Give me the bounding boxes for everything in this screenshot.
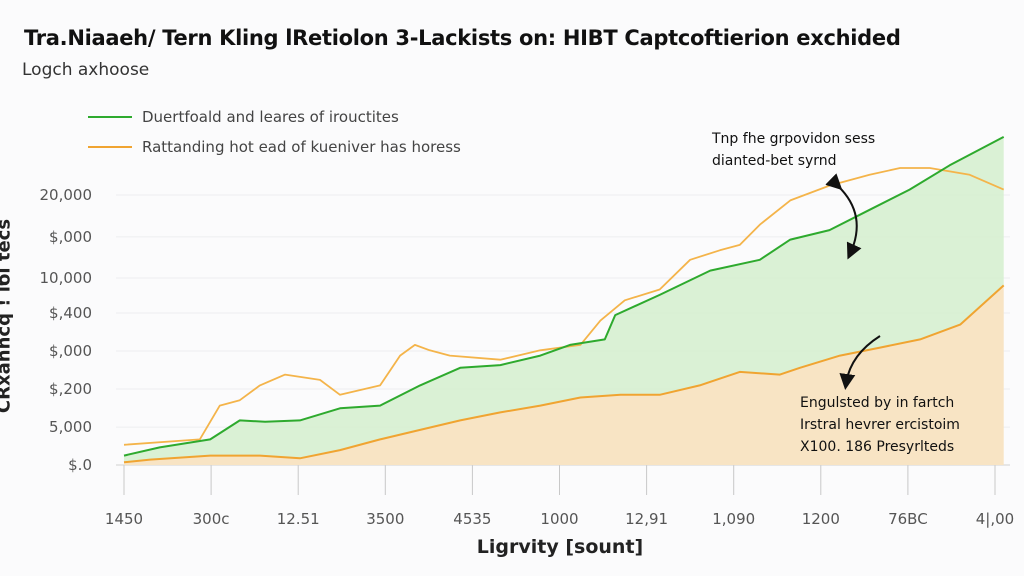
y-tick-label: $,000 xyxy=(49,342,92,360)
area-fill-orange xyxy=(124,285,1004,465)
annotation-arrow-top xyxy=(825,173,862,260)
y-tick-label: 10,000 xyxy=(40,269,93,287)
y-tick-label: $,200 xyxy=(49,380,92,398)
series-line-orange xyxy=(123,284,1005,464)
x-tick-label: 4|,00 xyxy=(976,510,1014,528)
annotation-arrow-bottom xyxy=(839,335,881,390)
annotation-top: Tnp fhe grpovidon sess dianted-bet syrnd xyxy=(712,128,875,172)
annotation-bottom: Engulsted by in fartch Irstral hevrer er… xyxy=(800,392,960,458)
x-tick-label: 1200 xyxy=(802,510,840,528)
x-axis-label: Ligrvity [sount] xyxy=(476,536,644,558)
x-tick-label: 12.51 xyxy=(277,510,320,528)
legend-item-green: Duertfoald and leares of irouctites xyxy=(88,102,461,132)
x-tick-label: 300c xyxy=(193,510,230,528)
legend-swatch-green xyxy=(88,116,132,118)
annotation-line: X100. 186 Presyrlteds xyxy=(800,439,955,455)
y-tick-label: 20,000 xyxy=(40,186,93,204)
y-tick-label: $,000 xyxy=(49,228,92,246)
x-tick-label: 12,91 xyxy=(625,510,668,528)
chart-subtitle: Logch axhoose xyxy=(22,60,150,80)
x-tick-label: 4535 xyxy=(453,510,491,528)
y-tick-label: 5,000 xyxy=(49,418,92,436)
y-tick-label: $.0 xyxy=(68,456,92,474)
area-fill-green xyxy=(124,136,1004,463)
x-tick-label: 1000 xyxy=(540,510,578,528)
annotation-line: Irstral hevrer ercistoim xyxy=(800,417,960,433)
x-tick-label: 1,090 xyxy=(712,510,755,528)
annotation-line: dianted-bet syrnd xyxy=(712,153,837,169)
legend: Duertfoald and leares of irouctites Ratt… xyxy=(88,102,461,162)
x-tick-label: 3500 xyxy=(366,510,404,528)
x-tick-label: 76BC xyxy=(888,510,928,528)
legend-item-orange: Rattanding hot ead of kueniver has hores… xyxy=(88,132,461,162)
annotation-line: Engulsted by in fartch xyxy=(800,395,955,411)
chart-title: Tra.Niaaeh/ Tern Kling lRetiolon 3-Lacki… xyxy=(24,26,901,50)
y-tick-label: $,400 xyxy=(49,304,92,322)
legend-swatch-orange xyxy=(88,146,132,148)
legend-label: Rattanding hot ead of kueniver has hores… xyxy=(142,138,461,156)
y-axis-label-text: CRxanhcq ! lбl tecs xyxy=(0,218,15,414)
x-tick-label: 1450 xyxy=(105,510,143,528)
annotation-line: Tnp fhe grpovidon sess xyxy=(712,131,876,147)
legend-label: Duertfoald and leares of irouctites xyxy=(142,108,399,126)
